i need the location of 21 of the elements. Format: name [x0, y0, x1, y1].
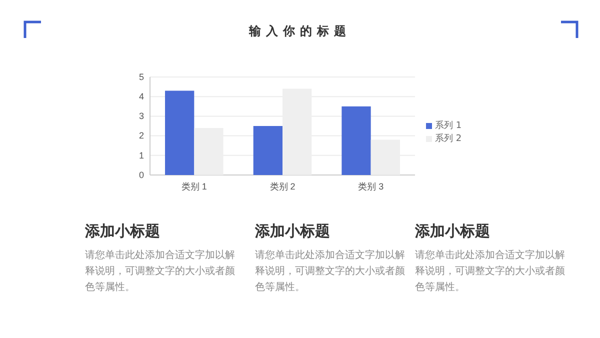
text: 请您单击此处添加合适文字加以解释说明，可调整文字的大小或者颜色等属性。 [85, 248, 235, 295]
y-tick-label: 2 [138, 130, 144, 141]
bar [342, 106, 371, 175]
text: 添加小标题 [415, 222, 490, 241]
legend-label: 系列 1 [435, 120, 462, 131]
y-tick-label: 0 [138, 170, 144, 180]
x-tick-label: 类别 3 [358, 181, 384, 192]
y-tick-label: 5 [138, 72, 144, 82]
x-tick-label: 类别 2 [270, 181, 296, 192]
bar [253, 126, 282, 175]
text: 添加小标题 [255, 222, 330, 241]
legend-label: 系列 2 [435, 133, 462, 144]
y-tick-label: 4 [138, 91, 144, 102]
text: 请您单击此处添加合适文字加以解释说明，可调整文字的大小或者颜色等属性。 [415, 248, 565, 295]
bar [165, 90, 194, 175]
chart-title: 输入你的标题 [248, 24, 351, 38]
y-tick-label: 3 [138, 111, 144, 122]
text: 添加小标题 [85, 222, 160, 241]
text: 请您单击此处添加合适文字加以解释说明，可调整文字的大小或者颜色等属性。 [255, 248, 405, 295]
x-tick-label: 类别 1 [181, 181, 207, 192]
y-tick-label: 1 [138, 150, 144, 160]
